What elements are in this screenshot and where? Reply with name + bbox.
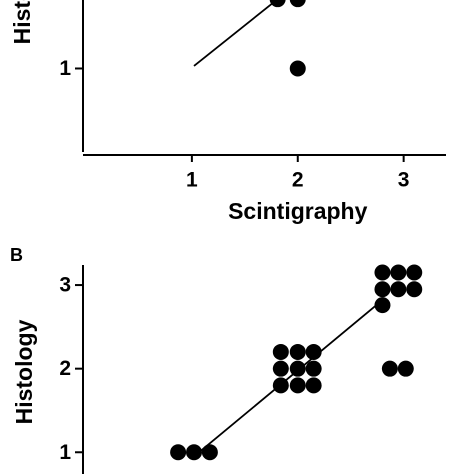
data-point: [272, 360, 289, 377]
data-point: [374, 281, 391, 298]
y-axis-label: Histology: [9, 0, 35, 44]
x-tick-label: 2: [292, 169, 304, 192]
data-point: [170, 444, 187, 461]
data-point: [289, 60, 306, 77]
y-tick-label: 1: [59, 441, 71, 464]
data-point: [289, 343, 306, 360]
data-point: [272, 343, 289, 360]
data-point: [201, 444, 218, 461]
data-point: [305, 377, 322, 394]
data-point: [374, 297, 391, 314]
data-point: [390, 281, 407, 298]
y-tick-label: 2: [59, 357, 71, 380]
data-point: [374, 264, 391, 281]
fit-line: [194, 299, 384, 457]
panel-label: B: [10, 245, 23, 265]
data-point: [406, 281, 423, 298]
y-tick-label: 3: [59, 274, 71, 297]
data-point: [269, 0, 286, 8]
data-point: [381, 360, 398, 377]
x-axis-label: Scintigraphy: [228, 198, 368, 224]
y-tick-label: 1: [59, 57, 71, 80]
data-point: [305, 343, 322, 360]
data-point: [390, 264, 407, 281]
y-axis-label: Histology: [11, 319, 37, 424]
data-point: [289, 377, 306, 394]
fit-line: [193, 0, 276, 67]
x-tick-label: 3: [398, 169, 410, 192]
x-tick-label: 1: [186, 169, 198, 192]
data-point: [305, 360, 322, 377]
data-point: [397, 360, 414, 377]
data-point: [289, 360, 306, 377]
data-point: [186, 444, 202, 461]
data-point: [289, 0, 306, 8]
data-point: [272, 377, 289, 394]
data-point: [406, 264, 423, 281]
